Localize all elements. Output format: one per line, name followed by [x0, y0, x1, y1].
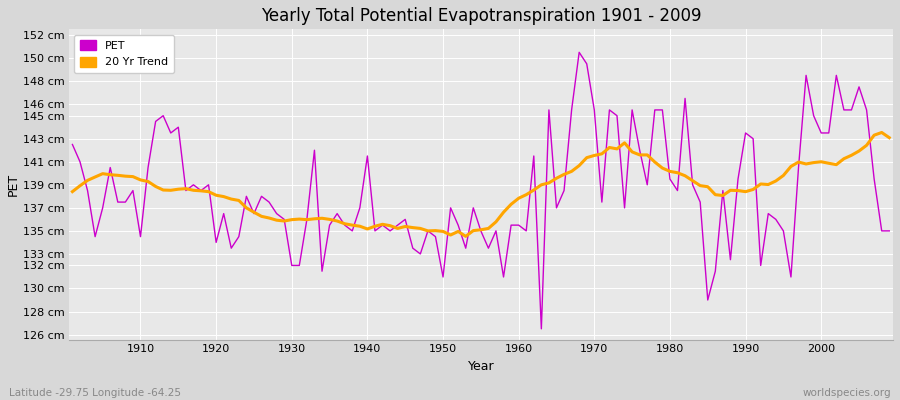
- Text: Latitude -29.75 Longitude -64.25: Latitude -29.75 Longitude -64.25: [9, 388, 181, 398]
- Y-axis label: PET: PET: [7, 173, 20, 196]
- Legend: PET, 20 Yr Trend: PET, 20 Yr Trend: [74, 35, 174, 73]
- Title: Yearly Total Potential Evapotranspiration 1901 - 2009: Yearly Total Potential Evapotranspiratio…: [261, 7, 701, 25]
- Text: worldspecies.org: worldspecies.org: [803, 388, 891, 398]
- X-axis label: Year: Year: [467, 360, 494, 373]
